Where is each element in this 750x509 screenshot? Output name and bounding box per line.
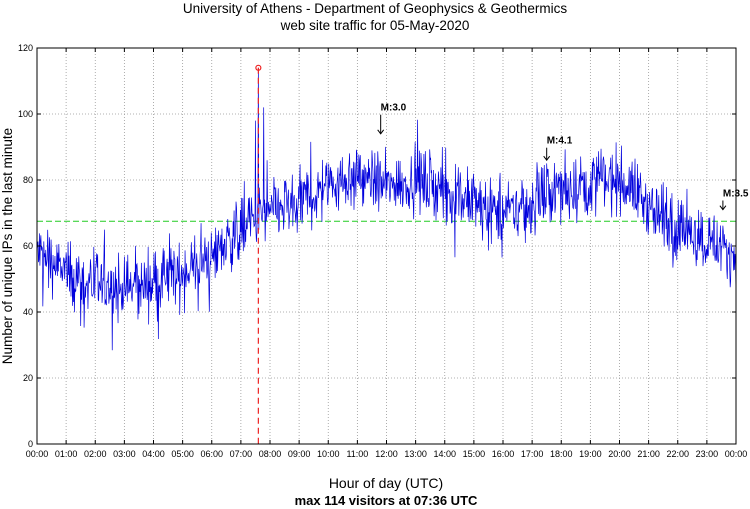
y-tick-label: 40 xyxy=(23,307,33,317)
series-group xyxy=(36,67,737,351)
chart-subtitle: web site traffic for 05-May-2020 xyxy=(280,18,470,33)
x-tick-label: 12:00 xyxy=(375,449,398,459)
x-tick-label: 07:00 xyxy=(230,449,253,459)
x-tick-label: 04:00 xyxy=(142,449,165,459)
x-axis-label: Hour of day (UTC) xyxy=(329,475,443,491)
annotation-arrowhead xyxy=(719,205,727,211)
max-marker-group xyxy=(255,64,262,444)
x-tick-label: 23:00 xyxy=(696,449,719,459)
x-tick-label: 20:00 xyxy=(608,449,631,459)
y-tick-label: 80 xyxy=(23,175,33,185)
x-tick-label: 01:00 xyxy=(55,449,78,459)
x-tick-label: 02:00 xyxy=(84,449,107,459)
grid xyxy=(37,48,736,444)
y-tick-label: 100 xyxy=(18,109,33,119)
x-tick-label: 21:00 xyxy=(637,449,660,459)
x-tick-label: 13:00 xyxy=(404,449,427,459)
x-tick-label: 09:00 xyxy=(288,449,311,459)
x-tick-label: 00:00 xyxy=(26,449,49,459)
chart-title: University of Athens - Department of Geo… xyxy=(183,1,567,16)
x-tick-label: 05:00 xyxy=(171,449,194,459)
x-tick-label: 19:00 xyxy=(579,449,602,459)
y-tick-label: 60 xyxy=(23,241,33,251)
x-tick-label: 15:00 xyxy=(463,449,486,459)
annotation-label: M:3.0 xyxy=(381,103,407,114)
x-tick-label: 10:00 xyxy=(317,449,340,459)
y-tick-label: 20 xyxy=(23,373,33,383)
annotation-arrowhead xyxy=(543,155,551,162)
x-tick-label: 00:00 xyxy=(725,449,748,459)
x-tick-label: 16:00 xyxy=(492,449,515,459)
y-tick-label: 0 xyxy=(28,439,33,449)
annotation-arrowhead xyxy=(377,129,385,135)
x-tick-label: 03:00 xyxy=(113,449,136,459)
x-tick-label: 11:00 xyxy=(346,449,368,459)
annotation-label: M:4.1 xyxy=(547,136,573,147)
max-visitors-note: max 114 visitors at 07:36 UTC xyxy=(295,493,478,508)
series-line xyxy=(36,67,737,351)
y-axis-label: Number of unique IPs in the last minute xyxy=(0,128,15,364)
x-tick-label: 14:00 xyxy=(433,449,456,459)
x-ticks: 00:00 01:00 02:00 03:00 04:00 05:00 06:00 07:00… xyxy=(26,48,748,459)
x-tick-label: 06:00 xyxy=(200,449,223,459)
max-marker-point xyxy=(255,64,262,71)
y-tick-label: 120 xyxy=(18,43,33,53)
y-ticks: 0 20 40 60 80 100 120 xyxy=(18,43,736,449)
x-tick-label: 18:00 xyxy=(550,449,573,459)
x-tick-label: 08:00 xyxy=(259,449,282,459)
x-tick-label: 22:00 xyxy=(666,449,689,459)
x-tick-label: 17:00 xyxy=(521,449,544,459)
